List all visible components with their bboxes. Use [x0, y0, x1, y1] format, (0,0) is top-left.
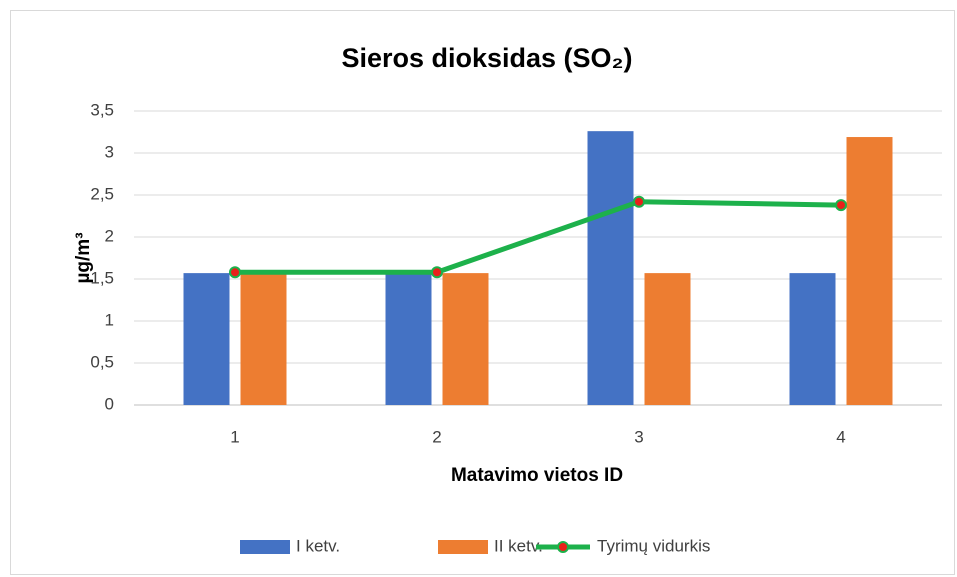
x-tick-label: 1	[230, 427, 239, 446]
bar	[385, 273, 432, 405]
bar	[442, 273, 489, 405]
x-tick-label: 4	[836, 427, 845, 446]
legend-swatch	[240, 540, 290, 554]
legend-marker	[557, 541, 569, 553]
bar	[644, 273, 691, 405]
bar	[183, 273, 230, 405]
y-tick-label: 3	[105, 142, 114, 161]
line-marker	[835, 199, 847, 212]
chart-title: Sieros dioksidas (SO₂)	[341, 43, 632, 73]
y-tick-label: 2	[105, 226, 114, 245]
bar	[846, 137, 893, 406]
y-tick-label: 0	[105, 394, 114, 413]
bar	[789, 273, 836, 405]
y-tick-label: 0,5	[90, 352, 114, 371]
legend-label: II ketv.	[494, 536, 543, 555]
x-tick-label: 3	[634, 427, 643, 446]
x-axis-title: Matavimo vietos ID	[451, 465, 623, 486]
bar	[587, 131, 634, 405]
line-marker	[431, 266, 443, 279]
legend-label: Tyrimų vidurkis	[597, 536, 710, 555]
y-tick-label: 3,5	[90, 100, 114, 119]
line	[235, 199, 842, 275]
line-marker	[229, 266, 241, 279]
legend-label: I ketv.	[296, 536, 340, 555]
y-tick-label: 2,5	[90, 184, 114, 203]
y-tick-label: 1,5	[90, 268, 114, 287]
legend-swatch	[438, 540, 488, 554]
y-tick-label: 1	[105, 310, 114, 329]
line-marker	[633, 195, 645, 208]
y-axis-title: µg/m³	[73, 232, 94, 283]
bar	[240, 273, 287, 405]
x-tick-label: 2	[432, 427, 441, 446]
